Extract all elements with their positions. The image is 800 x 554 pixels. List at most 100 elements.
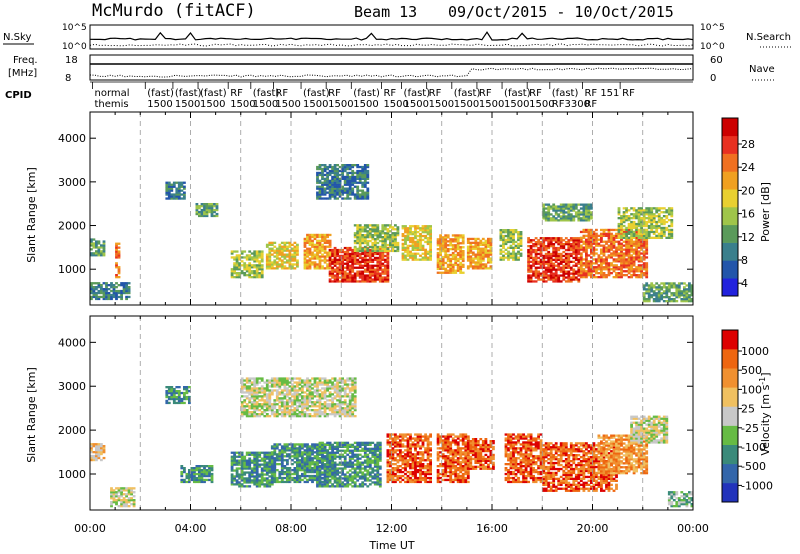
freq-tick-bottom: 8 <box>65 73 71 84</box>
time-axis-label: Time UT <box>368 539 414 552</box>
velocity-echo-region-7 <box>240 377 357 418</box>
nsky-label: N.Sky <box>3 32 31 43</box>
power-echo-region-7 <box>303 233 332 270</box>
cb0-tick-5: 8 <box>741 254 748 267</box>
cb1-tick-4: -25 <box>741 422 759 435</box>
velocity-ytick-0: 1000 <box>58 468 86 481</box>
cpid-entry-18-line2: RF <box>584 99 597 110</box>
cb1-swatch-3 <box>722 425 738 445</box>
nave-trace <box>89 67 694 78</box>
cpid-entry-17-line2: RF3300 <box>552 99 590 110</box>
velocity-echo-region-2 <box>165 386 191 405</box>
freq-tick-top: 18 <box>65 55 78 66</box>
cpid-entry-13-line2: 1500 <box>454 99 479 110</box>
cpid-entry-16-line1: RF <box>529 88 542 99</box>
cpid-entry-17-line1: (fast) <box>552 88 579 99</box>
cb1-swatch-7 <box>722 349 738 369</box>
cb0-tick-2: 20 <box>741 184 755 197</box>
cb0-tick-0: 28 <box>741 138 755 151</box>
velocity-echo-region-9 <box>436 433 470 484</box>
velocity-cells <box>90 377 694 508</box>
cpid-entry-1-line2: 1500 <box>147 99 172 110</box>
cpid-row: CPID normalthemis(fast)1500(fast)1500(fa… <box>5 81 693 110</box>
velocity-echo-region-8 <box>386 433 432 484</box>
cpid-entry-10-line2: 1500 <box>383 99 408 110</box>
nave-tick-bottom: 0 <box>710 73 716 84</box>
cpid-entry-10-line1: RF <box>383 88 396 99</box>
power-echo-region-16 <box>579 228 649 279</box>
cb0-swatch-4 <box>722 207 738 226</box>
cb1-tick-1: 500 <box>741 364 762 377</box>
power-echo-region-12 <box>436 234 465 274</box>
velocity-echo-region-3 <box>180 465 214 484</box>
cb1-tick-0: 1000 <box>741 345 769 358</box>
cb1-swatch-2 <box>722 444 738 465</box>
power-echo-region-15 <box>527 237 581 283</box>
cpid-entry-15-line2: 1500 <box>504 99 529 110</box>
velocity-echo-region-12 <box>542 442 618 492</box>
cb1-swatch-6 <box>722 368 738 388</box>
power-echo-region-5 <box>230 250 264 279</box>
freq-panel: Freq. [MHz] 18 8 60 0 Nave <box>8 54 775 84</box>
velocity-echo-region-11 <box>504 433 543 484</box>
cpid-entry-12-line1: RF <box>429 88 442 99</box>
power-ytick-2: 3000 <box>58 176 86 189</box>
cb1-tick-7: -1000 <box>741 479 773 492</box>
cb0-swatch-0 <box>722 278 738 297</box>
velocity-ytick-3: 4000 <box>58 336 86 349</box>
power-echo-region-17 <box>542 203 593 222</box>
time-tick-1: 04:00 <box>175 522 207 535</box>
cpid-entry-2-line1: (fast) <box>175 88 202 99</box>
cb0-tick-1: 24 <box>741 161 755 174</box>
cpid-entry-8-line1: RF <box>328 88 341 99</box>
velocity-ytick-2: 3000 <box>58 380 86 393</box>
velocity-panel: 1000 2000 3000 4000 Slant Range [km] <box>25 315 694 511</box>
cpid-entry-8-line2: 1500 <box>328 99 353 110</box>
power-echo-region-8 <box>328 246 390 283</box>
power-ytick-1: 2000 <box>58 220 86 233</box>
nave-label: Nave <box>749 64 775 75</box>
power-echo-region-4 <box>195 203 219 218</box>
velocity-echo-region-4 <box>230 451 274 488</box>
power-echo-region-10 <box>316 164 370 200</box>
freq-label: Freq. <box>13 55 38 66</box>
cb1-tick-5: -100 <box>741 441 766 454</box>
power-echo-region-1 <box>90 282 131 301</box>
cpid-entry-5-line1: (fast) <box>253 88 280 99</box>
nave-tick-top: 60 <box>710 55 723 66</box>
power-echo-region-0 <box>90 238 106 257</box>
cb1-swatch-5 <box>722 387 738 407</box>
velocity-echo-region-14 <box>630 415 669 444</box>
cpid-entry-2-line2: 1500 <box>175 99 200 110</box>
time-tick-2: 08:00 <box>275 522 307 535</box>
time-axis: 00:00 04:00 08:00 12:00 16:00 20:00 00:00 <box>74 522 709 535</box>
cb1-swatch-4 <box>722 406 738 426</box>
velocity-echo-region-0 <box>90 443 106 462</box>
nsky-tick-top: 10^5 <box>62 23 87 33</box>
cpid-entry-6-line1: RF <box>275 88 288 99</box>
time-tick-0: 00:00 <box>74 522 106 535</box>
cb0-swatch-7 <box>722 153 738 172</box>
velocity-echo-region-10 <box>466 438 495 470</box>
cb1-tick-2: 100 <box>741 383 762 396</box>
cb1-swatch-0 <box>722 482 738 503</box>
cpid-entry-14-line1: RF <box>479 88 492 99</box>
power-echo-region-19 <box>642 282 694 303</box>
freq-unit-label: [MHz] <box>8 68 37 79</box>
cpid-entry-18-line1: RF 151 <box>584 88 619 99</box>
cpid-entry-7-line2: 1500 <box>303 99 328 110</box>
cb0-swatch-9 <box>722 118 738 137</box>
time-tick-6: 00:00 <box>677 522 709 535</box>
cb0-swatch-3 <box>722 224 738 243</box>
power-echo-region-3 <box>165 181 186 200</box>
cpid-entry-5-line2: 1500 <box>253 99 278 110</box>
power-echo-region-11 <box>401 225 432 261</box>
nsearch-trace <box>89 43 694 47</box>
cpid-entry-9-line2: 1500 <box>353 99 378 110</box>
cpid-entry-3-line2: 1500 <box>200 99 225 110</box>
power-cells <box>90 164 694 303</box>
beam-label: Beam 13 <box>354 3 417 21</box>
cpid-entry-14-line2: 1500 <box>479 99 504 110</box>
nsky-tick-bottom: 10^0 <box>62 42 87 52</box>
